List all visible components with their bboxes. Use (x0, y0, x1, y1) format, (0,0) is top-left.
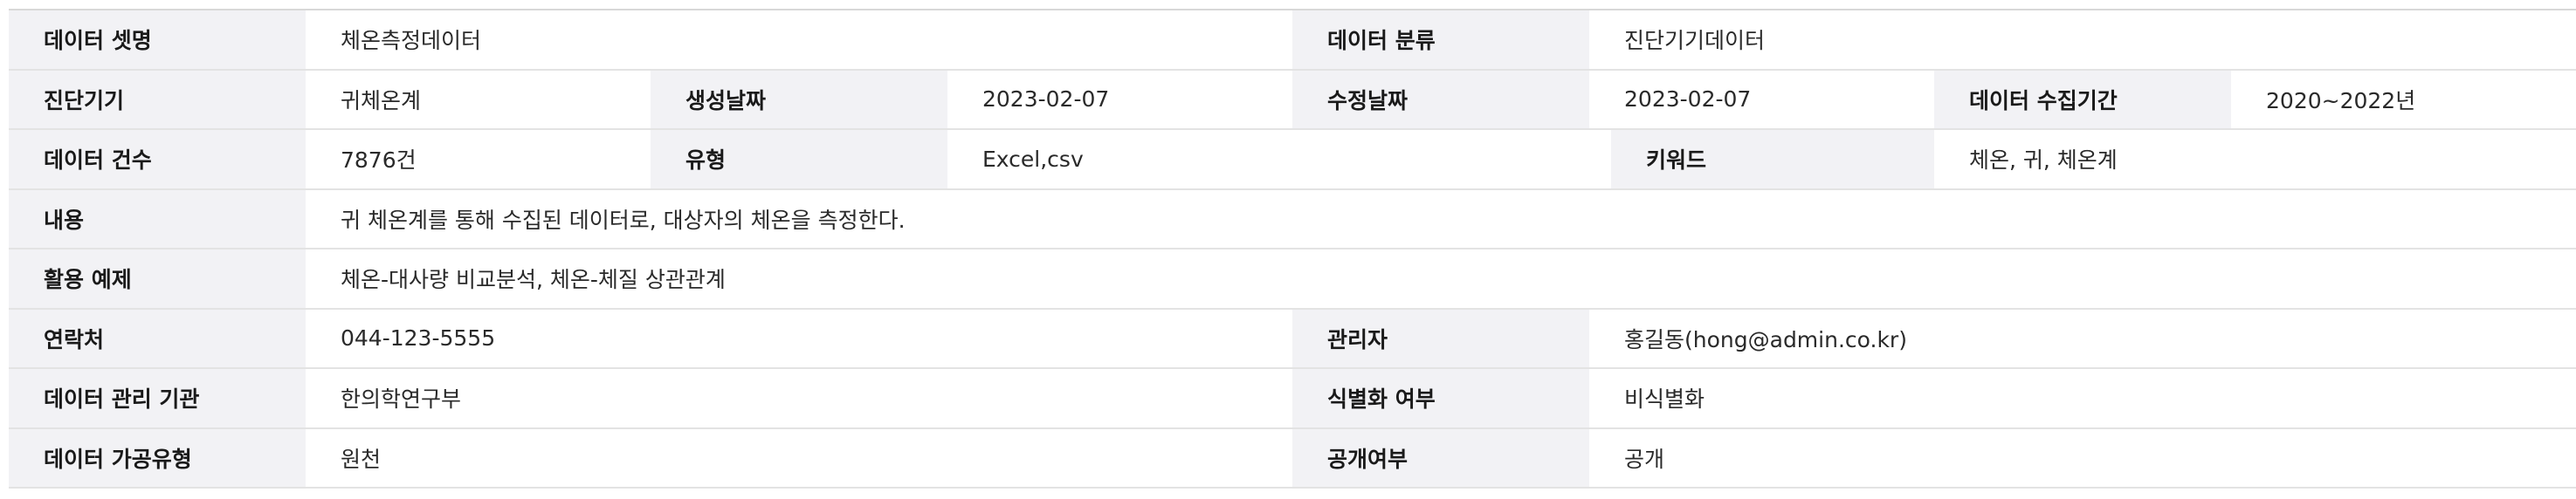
manager-label: 관리자 (1292, 308, 1590, 369)
file-type-label: 유형 (651, 129, 947, 190)
collection-period-value: 2020~2022년 (2231, 69, 2576, 130)
keyword-label: 키워드 (1611, 129, 1935, 190)
processing-type-value: 원천 (306, 427, 1293, 489)
dataset-info-table: 데이터 셋명 체온측정데이터 데이터 분류 진단기기데이터 진단기기 귀체온계 … (9, 9, 2576, 489)
anonymization-label: 식별화 여부 (1292, 368, 1590, 429)
data-count-value: 7876건 (306, 129, 651, 190)
modified-date-label: 수정날짜 (1292, 69, 1590, 130)
created-date-label: 생성날짜 (651, 69, 947, 130)
usage-example-label: 활용 예제 (9, 249, 306, 310)
usage-example-value: 체온-대사량 비교분석, 체온-체질 상관관계 (306, 249, 2576, 310)
table-row: 데이터 관리 기관 한의학연구부 식별화 여부 비식별화 (9, 368, 2576, 429)
public-status-value: 공개 (1589, 427, 2576, 489)
table-row: 연락처 044-123-5555 관리자 홍길동(hong@admin.co.k… (9, 308, 2576, 369)
processing-type-label: 데이터 가공유형 (9, 427, 306, 489)
managing-org-value: 한의학연구부 (306, 368, 1293, 429)
device-label: 진단기기 (9, 69, 306, 130)
table-row: 데이터 가공유형 원천 공개여부 공개 (9, 427, 2576, 489)
modified-date-value: 2023-02-07 (1589, 69, 1935, 130)
data-category-label: 데이터 분류 (1292, 10, 1590, 71)
anonymization-value: 비식별화 (1589, 368, 2576, 429)
dataset-name-label: 데이터 셋명 (9, 10, 306, 71)
keyword-value: 체온, 귀, 체온계 (1934, 129, 2576, 190)
content-label: 내용 (9, 188, 306, 250)
table-row: 내용 귀 체온계를 통해 수집된 데이터로, 대상자의 체온을 측정한다. (9, 188, 2576, 250)
created-date-value: 2023-02-07 (947, 69, 1293, 130)
file-type-value: Excel,csv (947, 129, 1612, 190)
table-row: 데이터 셋명 체온측정데이터 데이터 분류 진단기기데이터 (9, 10, 2576, 71)
table-row: 활용 예제 체온-대사량 비교분석, 체온-체질 상관관계 (9, 249, 2576, 310)
public-status-label: 공개여부 (1292, 427, 1590, 489)
managing-org-label: 데이터 관리 기관 (9, 368, 306, 429)
collection-period-label: 데이터 수집기간 (1934, 69, 2232, 130)
device-value: 귀체온계 (306, 69, 651, 130)
data-category-value: 진단기기데이터 (1589, 10, 2576, 71)
table-row: 진단기기 귀체온계 생성날짜 2023-02-07 수정날짜 2023-02-0… (9, 69, 2576, 130)
content-value: 귀 체온계를 통해 수집된 데이터로, 대상자의 체온을 측정한다. (306, 188, 2576, 250)
manager-value: 홍길동(hong@admin.co.kr) (1589, 308, 2576, 369)
table-row: 데이터 건수 7876건 유형 Excel,csv 키워드 체온, 귀, 체온계 (9, 129, 2576, 190)
contact-label: 연락처 (9, 308, 306, 369)
data-count-label: 데이터 건수 (9, 129, 306, 190)
contact-value: 044-123-5555 (306, 308, 1293, 369)
dataset-name-value: 체온측정데이터 (306, 10, 1293, 71)
